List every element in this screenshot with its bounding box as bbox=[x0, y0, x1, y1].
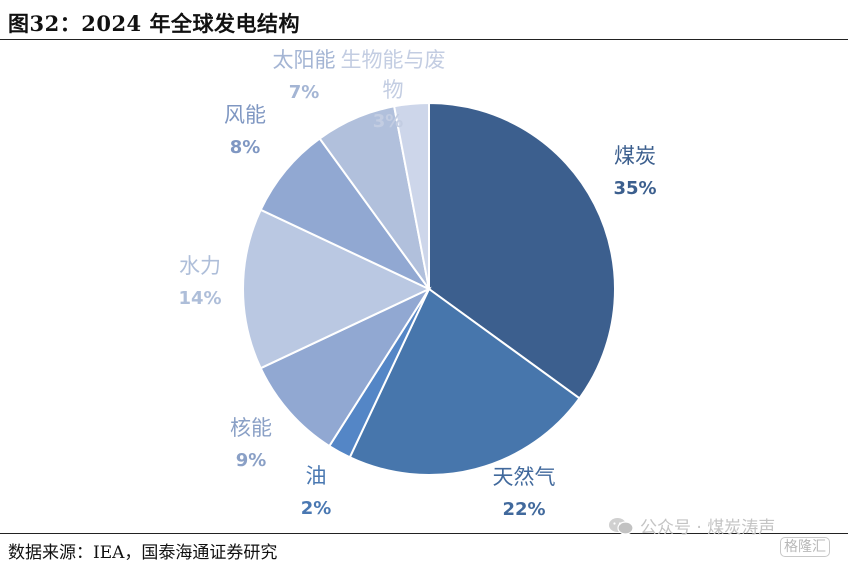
pie-slice-8 bbox=[392, 101, 430, 290]
source-note: 数据来源：IEA，国泰海通证券研究 bbox=[8, 543, 278, 563]
slice-label-name-4: 核能 bbox=[230, 416, 272, 440]
pie-slice-4 bbox=[259, 286, 432, 448]
watermark-text: 公众号 · 煤炭涛声 bbox=[640, 518, 776, 538]
figure-title: 图32：2024 年全球发电结构 bbox=[8, 11, 300, 36]
slice-label-name-5: 水力 bbox=[179, 254, 221, 278]
slice-label-value-6: 8% bbox=[230, 137, 261, 158]
slice-label-value-2: 22% bbox=[502, 499, 545, 520]
slice-label-value-8: 3% bbox=[373, 111, 404, 132]
pie-slice-5 bbox=[242, 208, 432, 370]
wechat-icon bbox=[609, 517, 634, 535]
watermark: 公众号 · 煤炭涛声 bbox=[608, 513, 775, 538]
top-rule bbox=[0, 39, 848, 40]
slice-label-value-1: 35% bbox=[613, 178, 656, 199]
slice-label-name-3: 油 bbox=[306, 464, 327, 488]
pie-slice-6 bbox=[259, 137, 430, 290]
brand-logo: 格隆汇 bbox=[780, 537, 830, 557]
bottom-rule bbox=[0, 533, 848, 534]
slice-label-value-5: 14% bbox=[178, 288, 221, 309]
slice-label-name-1: 煤炭 bbox=[614, 144, 656, 168]
slice-label-name-8: 生物能与废物 bbox=[341, 48, 446, 102]
slice-label-name-7: 太阳能 bbox=[273, 48, 336, 72]
slice-label-name-6: 风能 bbox=[224, 103, 266, 127]
pie-labels: 煤炭 35% 天然气 22% 油 2% 核能 9% 水力 14% 风能 8% 太阳能 7% 生物能与废物 3% bbox=[178, 48, 656, 520]
pie-slices bbox=[242, 101, 616, 476]
pie-slice-1 bbox=[428, 101, 616, 400]
slice-label-value-3: 2% bbox=[301, 498, 332, 519]
slice-label-name-2: 天然气 bbox=[493, 465, 556, 489]
slice-label-value-7: 7% bbox=[289, 82, 320, 103]
slice-label-value-4: 9% bbox=[236, 450, 267, 471]
